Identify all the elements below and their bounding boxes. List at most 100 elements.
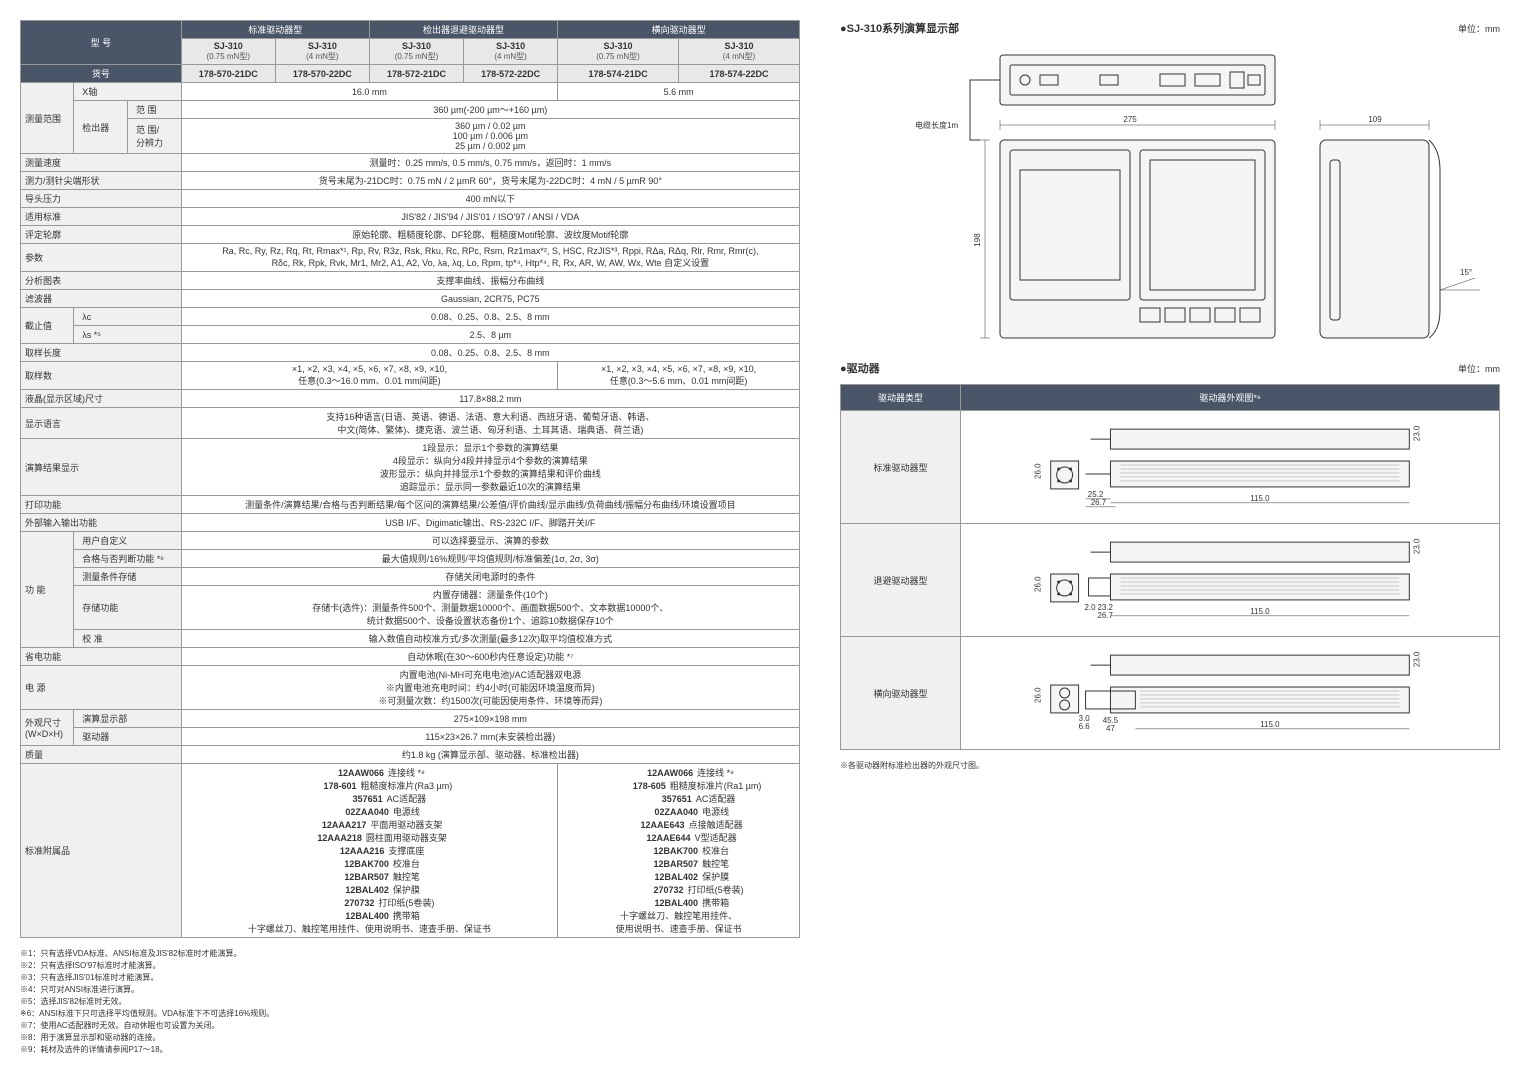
row-display-unit: 演算显示部 bbox=[74, 710, 181, 728]
model-header: 型 号 bbox=[21, 21, 182, 65]
row-power-save: 省电功能 bbox=[21, 648, 182, 666]
val-cell: 测量条件/演算结果/合格与否判断结果/每个区间的演算结果/公差值/评价曲线/显示… bbox=[181, 496, 799, 514]
drive-header-diagram: 驱动器外观图*⁹ bbox=[961, 385, 1500, 411]
accessory-item: 178-605粗糙度标准片(Ra1 µm) bbox=[562, 779, 795, 792]
drive-diagram-retract: 23.0 26.0 2.0 23.2 26.7 bbox=[961, 524, 1500, 637]
val-cell: 货号末尾为-21DC时：0.75 mN / 2 µmR 60°，货号末尾为-22… bbox=[181, 172, 799, 190]
footnote: ※8：用于演算显示部和驱动器的连接。 bbox=[20, 1032, 800, 1044]
svg-text:115.0: 115.0 bbox=[1250, 607, 1270, 616]
row-driver-dim: 驱动器 bbox=[74, 728, 181, 746]
accessory-item: 178-601粗糙度标准片(Ra3 µm) bbox=[186, 779, 554, 792]
val-cell: 内置电池(Ni-MH可充电电池)/AC适配器双电源 ※内置电池充电时间：约4小时… bbox=[181, 666, 799, 710]
svg-text:26.0: 26.0 bbox=[1034, 463, 1043, 479]
val-cell: Gaussian, 2CR75, PC75 bbox=[181, 290, 799, 308]
row-sample-count: 取样数 bbox=[21, 362, 182, 390]
accessory-item: 12AAA216支撑底座 bbox=[186, 844, 554, 857]
footnote: ※3：只有选择JIS'01标准时才能演算。 bbox=[20, 972, 800, 984]
accessory-item: 270732打印纸(5卷装) bbox=[562, 883, 795, 896]
row-ls: λs *⁵ bbox=[74, 326, 181, 344]
code-cell: 178-574-22DC bbox=[678, 65, 799, 83]
dim-width: 275 bbox=[1123, 115, 1137, 124]
val-cell: ×1, ×2, ×3, ×4, ×5, ×6, ×7, ×8, ×9, ×10,… bbox=[181, 362, 558, 390]
accessories-left: 12AAW066连接线 *⁸178-601粗糙度标准片(Ra3 µm)35765… bbox=[181, 764, 558, 938]
footnote: ※6：ANSI标准下只可选择平均值规则。VDA标准下不可选择16%规则。 bbox=[20, 1008, 800, 1020]
code-cell: 178-570-22DC bbox=[275, 65, 369, 83]
display-section-title: ●SJ-310系列演算显示部 单位：mm bbox=[840, 20, 1500, 36]
row-analysis: 分析图表 bbox=[21, 272, 182, 290]
accessory-item: 12AAE644V型适配器 bbox=[562, 831, 795, 844]
row-lc: λc bbox=[74, 308, 181, 326]
drive-table: 驱动器类型 驱动器外观图*⁹ 标准驱动器型 23.0 bbox=[840, 384, 1500, 750]
accessory-item: 02ZAA040电源线 bbox=[186, 805, 554, 818]
accessory-item: 12BAK700校准台 bbox=[562, 844, 795, 857]
dim-depth: 109 bbox=[1368, 115, 1382, 124]
row-weight: 质量 bbox=[21, 746, 182, 764]
accessory-item: 270732打印纸(5卷装) bbox=[186, 896, 554, 909]
code-cell: 178-570-21DC bbox=[181, 65, 275, 83]
val-cell: 117.8×88.2 mm bbox=[181, 390, 799, 408]
drive-diagram-standard: 23.0 26.0 bbox=[961, 411, 1500, 524]
accessory-item: 357651AC适配器 bbox=[186, 792, 554, 805]
svg-text:2.0: 2.0 bbox=[1085, 603, 1097, 612]
svg-text:26.7: 26.7 bbox=[1091, 498, 1107, 507]
row-user-custom: 用户自定义 bbox=[74, 532, 181, 550]
row-detector: 检出器 bbox=[74, 101, 128, 154]
row-cond-store: 测量条件存储 bbox=[74, 568, 181, 586]
footnote: ※4：只可对ANSI标准进行演算。 bbox=[20, 984, 800, 996]
val-cell: 原始轮廓、粗糙度轮廓、DF轮廓、粗糙度Motif轮廓、波纹度Motif轮廓 bbox=[181, 226, 799, 244]
spec-table-container: 型 号 标准驱动器型 检出器退避驱动器型 横向驱动器型 SJ-310(0.75 … bbox=[20, 20, 800, 1056]
code-cell: 178-574-21DC bbox=[558, 65, 679, 83]
accessories-right: 12AAW066连接线 *⁸178-605粗糙度标准片(Ra1 µm)35765… bbox=[558, 764, 800, 938]
accessory-item: 12BAL400携带箱 bbox=[186, 909, 554, 922]
accessory-item: 357651AC适配器 bbox=[562, 792, 795, 805]
group-retract: 检出器退避驱动器型 bbox=[369, 21, 557, 39]
accessory-item: 12BAK700校准台 bbox=[186, 857, 554, 870]
drive-type-lateral: 横向驱动器型 bbox=[841, 637, 961, 750]
drive-type-standard: 标准驱动器型 bbox=[841, 411, 961, 524]
footnote: ※1：只有选择VDA标准、ANSI标准及JIS'82标准时才能演算。 bbox=[20, 948, 800, 960]
drive-section-title: ●驱动器 单位：mm bbox=[840, 360, 1500, 376]
val-cell: 支持16种语言(日语、英语、德语、法语、意大利语、西班牙语、葡萄牙语、韩语、 中… bbox=[181, 408, 799, 439]
accessory-item: 12BAL400携带箱 bbox=[562, 896, 795, 909]
footnote: ※9：耗材及选件的详情请参阅P17～18。 bbox=[20, 1044, 800, 1056]
row-power: 电 源 bbox=[21, 666, 182, 710]
svg-text:26.0: 26.0 bbox=[1034, 687, 1043, 703]
accessory-item: 12BAL402保护膜 bbox=[186, 883, 554, 896]
val-cell: 1段显示：显示1个参数的演算结果 4段显示：纵向分4段并排显示4个参数的演算结果… bbox=[181, 439, 799, 496]
val-cell: 约1.8 kg (演算显示部、驱动器、标准检出器) bbox=[181, 746, 799, 764]
val-cell: 0.08、0.25、0.8、2.5、8 mm bbox=[181, 308, 799, 326]
footnote: ※2：只有选择ISO'97标准时才能演算。 bbox=[20, 960, 800, 972]
val-cell: 2.5、8 µm bbox=[181, 326, 799, 344]
spec-table: 型 号 标准驱动器型 检出器退避驱动器型 横向驱动器型 SJ-310(0.75 … bbox=[20, 20, 800, 938]
row-range-sub: 范 围 bbox=[127, 101, 181, 119]
accessory-item: 12BAR507触控笔 bbox=[186, 870, 554, 883]
footnote: ※7：使用AC适配器时无效。自动休眠也可设置为关闭。 bbox=[20, 1020, 800, 1032]
val-cell: 存储关闭电源时的条件 bbox=[181, 568, 799, 586]
variant-cell: SJ-310(4 mN型) bbox=[275, 39, 369, 65]
accessory-item: 12BAL402保护膜 bbox=[562, 870, 795, 883]
display-diagram: 电缆长度1m 275 bbox=[840, 40, 1500, 360]
svg-text:23.0: 23.0 bbox=[1412, 538, 1421, 554]
svg-text:6.6: 6.6 bbox=[1079, 722, 1091, 731]
row-lang: 显示语言 bbox=[21, 408, 182, 439]
val-cell: Ra, Rc, Ry, Rz, Rq, Rt, Rmax*¹, Rp, Rv, … bbox=[181, 244, 799, 272]
row-standards: 适用标准 bbox=[21, 208, 182, 226]
row-print: 打印功能 bbox=[21, 496, 182, 514]
row-result-display: 演算结果显示 bbox=[21, 439, 182, 496]
val-cell: 5.6 mm bbox=[558, 83, 800, 101]
val-cell: 测量时：0.25 mm/s, 0.5 mm/s, 0.75 mm/s，返回时：1… bbox=[181, 154, 799, 172]
group-lateral: 横向驱动器型 bbox=[558, 21, 800, 39]
val-cell: USB I/F、Digimatic输出、RS-232C I/F、脚踏开关I/F bbox=[181, 514, 799, 532]
accessory-item: 12AAA217平面用驱动器支架 bbox=[186, 818, 554, 831]
group-standard: 标准驱动器型 bbox=[181, 21, 369, 39]
drive-diagram-lateral: 23.0 26.0 3.0 6.6 45.5 47 bbox=[961, 637, 1500, 750]
footnote: ※5：选择JIS'82标准时无效。 bbox=[20, 996, 800, 1008]
row-resolution: 范 围/ 分辨力 bbox=[127, 119, 181, 154]
code-cell: 178-572-22DC bbox=[464, 65, 558, 83]
svg-text:23.0: 23.0 bbox=[1412, 651, 1421, 667]
drive-type-retract: 退避驱动器型 bbox=[841, 524, 961, 637]
row-dims: 外观尺寸 (W×D×H) bbox=[21, 710, 74, 746]
row-functions: 功 能 bbox=[21, 532, 74, 648]
val-cell: ×1, ×2, ×3, ×4, ×5, ×6, ×7, ×8, ×9, ×10,… bbox=[558, 362, 800, 390]
variant-cell: SJ-310(4 mN型) bbox=[678, 39, 799, 65]
